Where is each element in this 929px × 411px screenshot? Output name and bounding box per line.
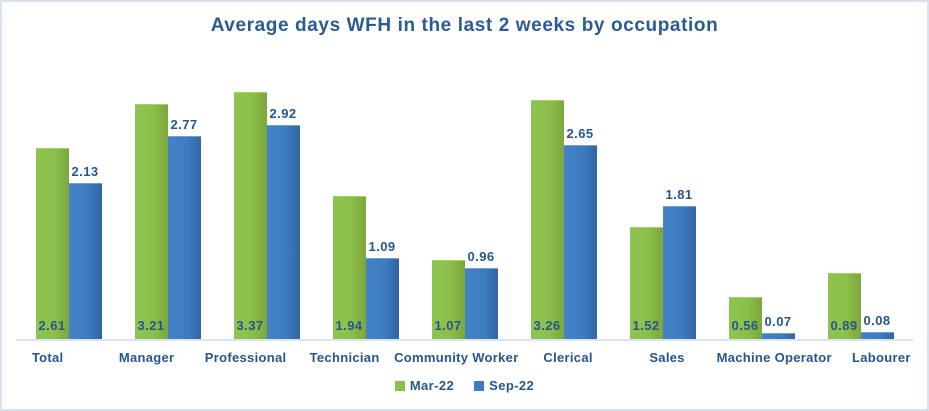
bar-sep-22-community-worker: 0.96 xyxy=(464,249,498,339)
value-label-mar-22-machine-operator: 0.56 xyxy=(731,318,759,333)
value-label-mar-22-labourer: 0.89 xyxy=(830,318,858,333)
category-label-sales: Sales xyxy=(649,350,685,365)
bar-pair-total: 2.61 2.13 xyxy=(35,69,102,339)
value-label-sep-22-machine-operator: 0.07 xyxy=(764,314,792,329)
bar-sep-22-total: 2.13 xyxy=(68,164,102,339)
plot-area: 2.61 2.13 3.21 2.77 3.37 2.92 1.94 1.09 1.07 0.96… xyxy=(16,69,913,341)
legend-item-mar22: Mar-22 xyxy=(394,378,455,393)
value-label-mar-22-community-worker: 1.07 xyxy=(434,318,462,333)
value-label-sep-22-manager: 2.77 xyxy=(170,117,198,132)
bar-pair-manager: 3.21 2.77 xyxy=(134,69,201,339)
category-group-machine-operator: 0.56 0.07 xyxy=(712,69,811,339)
category-group-community-worker: 1.07 0.96 xyxy=(415,69,514,339)
bar-pair-machine-operator: 0.56 0.07 xyxy=(728,69,795,339)
bar-mar-22-professional: 3.37 xyxy=(233,92,267,339)
category-group-clerical: 3.26 2.65 xyxy=(514,69,613,339)
category-label-clerical: Clerical xyxy=(543,350,593,365)
bar-mar-22-total: 2.61 xyxy=(35,148,69,339)
bar-mar-22-labourer: 0.89 xyxy=(827,273,861,339)
legend-swatch-mar22-icon xyxy=(394,380,405,391)
bar-pair-sales: 1.52 1.81 xyxy=(629,69,696,339)
bar-sep-22-professional: 2.92 xyxy=(266,106,300,339)
legend-item-sep22: Sep-22 xyxy=(474,378,534,393)
bar-pair-clerical: 3.26 2.65 xyxy=(530,69,597,339)
category-label-community-worker: Community Worker xyxy=(394,350,519,365)
value-label-sep-22-community-worker: 0.96 xyxy=(467,249,495,264)
category-group-sales: 1.52 1.81 xyxy=(613,69,712,339)
legend-label-mar22: Mar-22 xyxy=(409,378,455,393)
category-group-total: 2.61 2.13 xyxy=(19,69,118,339)
bar-mar-22-technician: 1.94 xyxy=(332,196,366,339)
value-label-sep-22-labourer: 0.08 xyxy=(863,313,891,328)
bar-pair-community-worker: 1.07 0.96 xyxy=(431,69,498,339)
category-group-technician: 1.94 1.09 xyxy=(316,69,415,339)
value-label-sep-22-sales: 1.81 xyxy=(665,187,693,202)
legend: Mar-22 Sep-22 xyxy=(2,378,927,393)
legend-swatch-sep22-icon xyxy=(474,380,485,391)
value-label-mar-22-manager: 3.21 xyxy=(137,318,165,333)
value-label-mar-22-technician: 1.94 xyxy=(335,318,363,333)
value-label-mar-22-total: 2.61 xyxy=(38,318,66,333)
bar-mar-22-machine-operator: 0.56 xyxy=(728,297,762,339)
bar-mar-22-clerical: 3.26 xyxy=(530,100,564,339)
value-label-sep-22-technician: 1.09 xyxy=(368,239,396,254)
category-label-technician: Technician xyxy=(309,350,380,365)
value-label-sep-22-clerical: 2.65 xyxy=(566,126,594,141)
bar-pair-professional: 3.37 2.92 xyxy=(233,69,300,339)
bar-mar-22-community-worker: 1.07 xyxy=(431,260,465,339)
bar-mar-22-manager: 3.21 xyxy=(134,104,168,339)
bar-sep-22-clerical: 2.65 xyxy=(563,126,597,339)
legend-label-sep22: Sep-22 xyxy=(489,378,535,393)
category-label-labourer: Labourer xyxy=(852,350,911,365)
category-label-total: Total xyxy=(31,350,64,365)
value-label-mar-22-clerical: 3.26 xyxy=(533,318,561,333)
bar-sep-22-technician: 1.09 xyxy=(365,239,399,339)
bar-sep-22-sales: 1.81 xyxy=(662,187,696,339)
category-group-labourer: 0.89 0.08 xyxy=(811,69,910,339)
bar-pair-labourer: 0.89 0.08 xyxy=(827,69,894,339)
value-label-mar-22-sales: 1.52 xyxy=(632,318,660,333)
value-label-mar-22-professional: 3.37 xyxy=(236,318,264,333)
value-label-sep-22-total: 2.13 xyxy=(71,164,99,179)
category-axis: Total Manager Professional Technician Commun… xyxy=(16,341,913,365)
bar-sep-22-manager: 2.77 xyxy=(167,117,201,339)
category-group-professional: 3.37 2.92 xyxy=(217,69,316,339)
value-label-sep-22-professional: 2.92 xyxy=(269,106,297,121)
bar-mar-22-sales: 1.52 xyxy=(629,227,663,339)
bar-sep-22-machine-operator: 0.07 xyxy=(761,314,795,339)
category-label-machine-operator: Machine Operator xyxy=(716,350,832,365)
bar-sep-22-labourer: 0.08 xyxy=(860,313,894,339)
category-label-manager: Manager xyxy=(118,350,175,365)
category-label-professional: Professional xyxy=(204,350,287,365)
category-group-manager: 3.21 2.77 xyxy=(118,69,217,339)
chart-title: Average days WFH in the last 2 weeks by … xyxy=(210,15,719,36)
bar-pair-technician: 1.94 1.09 xyxy=(332,69,399,339)
